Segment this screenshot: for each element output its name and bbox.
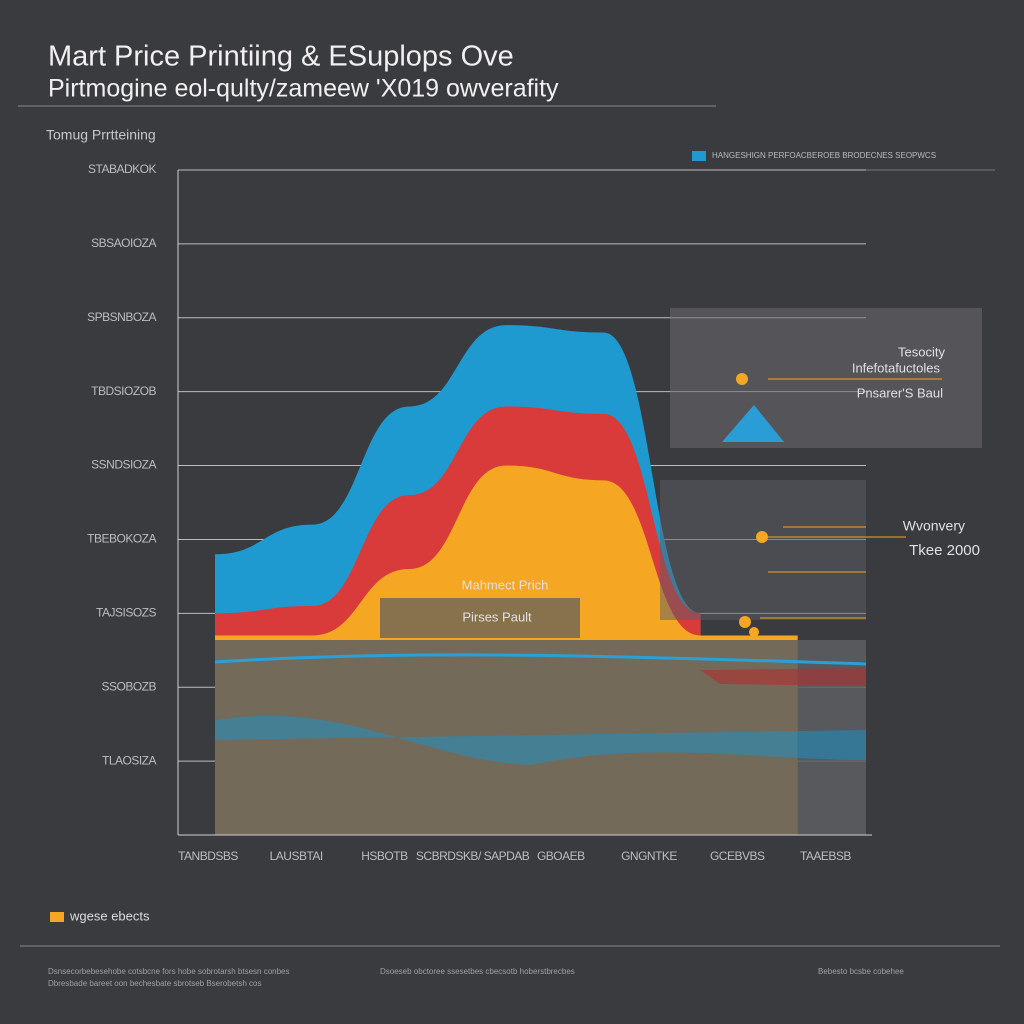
legend-swatch: [692, 151, 706, 161]
y-tick-label: TBEBOKOZA: [87, 532, 156, 546]
y-tick-label: STABADKOK: [88, 162, 156, 176]
label-box: [380, 598, 580, 638]
x-tick-label: HSBOTB: [361, 849, 408, 863]
annotation: Pirses Pault: [462, 609, 532, 624]
footer-text: Dsnsecorbebesehobe cotsbcne fors hobe so…: [48, 967, 289, 976]
x-tick-label: SCBRDSKB/ SAPDAB: [416, 849, 530, 863]
y-tick-label: SBSAOIOZA: [91, 236, 156, 250]
x-tick-label: TAAEBSB: [800, 849, 851, 863]
annotation: Mahmect Prich: [462, 577, 549, 592]
dot: [749, 627, 759, 637]
chart-subtitle: Pirtmogine eol-qulty/zameew 'X019 owvera…: [48, 75, 559, 103]
footer-text: Dbresbade bareet oon bechesbate sbrotseb…: [48, 979, 261, 988]
annotation: Pnsarer'S Baul: [857, 385, 943, 400]
footer-text: Dsoeseb obctoree ssesetbes cbecsotb hobe…: [380, 967, 575, 976]
dot: [739, 616, 751, 628]
y-tick-label: SSNDSIOZA: [91, 458, 156, 472]
deco-wave: [215, 715, 866, 765]
annotation: Tkee 2000: [909, 542, 980, 559]
x-tick-label: TANBDSBS: [178, 849, 238, 863]
dot: [756, 531, 768, 543]
x-tick-label: GNGNTKE: [621, 849, 677, 863]
marker: [722, 405, 784, 442]
x-tick-label: LAUSBTAI: [270, 849, 323, 863]
y-axis-label: Tomug Prrtteining: [46, 127, 156, 143]
chart-title: Mart Price Printiing & ESuplops Ove: [48, 41, 514, 73]
footer-text: Bebesto bcsbe cobehee: [818, 967, 904, 976]
callout-panel: [670, 308, 982, 448]
deco-line: [214, 653, 867, 666]
x-tick-label: GBOAEB: [537, 849, 585, 863]
dot: [736, 373, 748, 385]
side-panel: [660, 480, 866, 620]
x-tick-label: GCEBVBS: [710, 849, 765, 863]
y-tick-label: TLAOSIZA: [102, 753, 157, 767]
y-tick-label: TAJSISOZS: [96, 606, 156, 620]
annotation: Wvonvery: [903, 518, 965, 534]
legend: HANGESHIGN PERFOACBEROEB BRODECNES SEOPW…: [50, 151, 936, 923]
legend-swatch: [50, 912, 64, 922]
deco-wave: [700, 668, 866, 686]
annotation: Infefotafuctoles: [852, 360, 941, 375]
y-tick-label: SSOBOZB: [101, 679, 156, 693]
legend-label: wgese ebects: [69, 908, 150, 923]
y-tick-label: SPBSNBOZA: [87, 310, 156, 324]
legend-label: HANGESHIGN PERFOACBEROEB BRODECNES SEOPW…: [712, 151, 936, 160]
annotation: Tesocity: [898, 344, 945, 359]
y-tick-label: TBDSIOZOB: [91, 384, 156, 398]
